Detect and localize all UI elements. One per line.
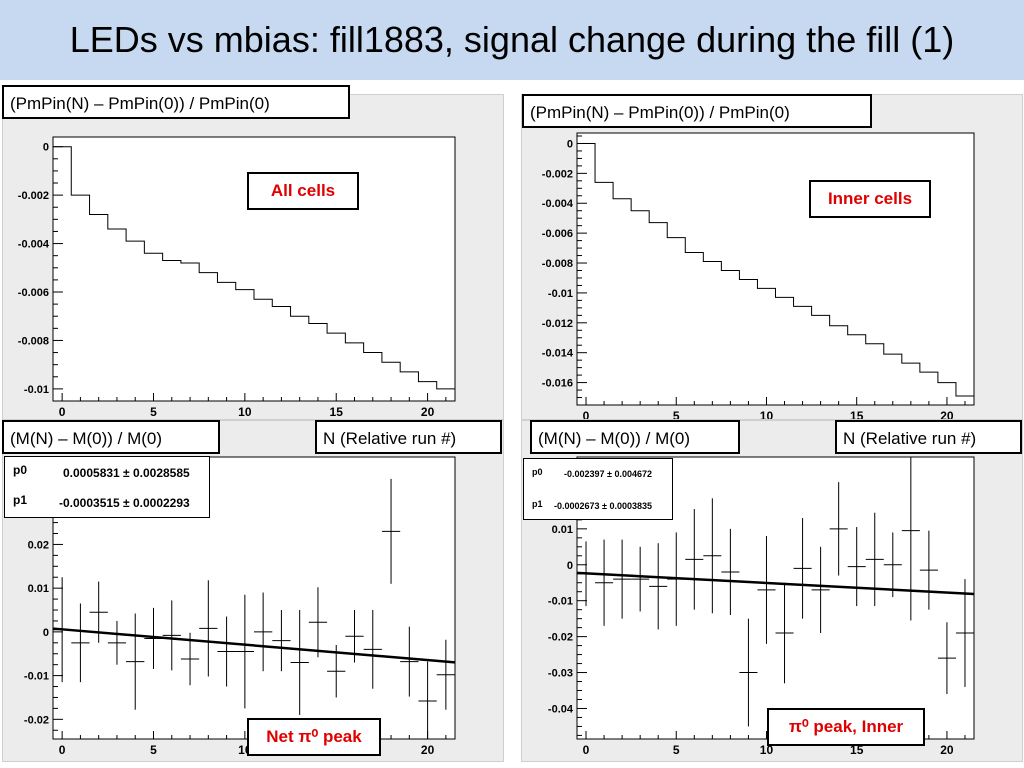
y-tick-label: -0.02 <box>548 632 573 644</box>
inner-cells-label: Inner cells <box>809 180 931 218</box>
y-tick-label: -0.04 <box>548 703 574 715</box>
title-bar <box>0 0 1024 80</box>
x-tick-label: 5 <box>150 743 157 757</box>
x-tick-label: 20 <box>940 743 954 757</box>
fit-p1-value-left: -0.0003515 ± 0.0002293 <box>59 496 190 510</box>
x-tick-label: 0 <box>59 405 66 419</box>
y-tick-label: -0.03 <box>548 668 573 680</box>
fit-line <box>576 571 975 596</box>
title-top-right: (PmPin(N) – PmPin(0)) / PmPin(0) <box>522 94 872 128</box>
y-tick-label: -0.004 <box>542 198 574 210</box>
x-tick-label: 20 <box>421 743 435 757</box>
xaxis-label-left: N (Relative run #) <box>315 420 502 454</box>
y-tick-label: 0.02 <box>28 539 49 551</box>
panel-top-left: 0 5 10 15 20 0 -0.002 -0.004 -0.006 -0.008 -0.01 <box>2 94 504 420</box>
x-tick-label: 0 <box>59 743 66 757</box>
title-top-left: (PmPin(N) – PmPin(0)) / PmPin(0) <box>2 85 350 119</box>
chart-top-left: 0 5 10 15 20 0 -0.002 -0.004 -0.006 -0.008 -0.01 <box>18 136 456 419</box>
x-tick-label: 10 <box>238 405 252 419</box>
fit-p0-label-left: p0 <box>13 463 28 477</box>
panel-top-right: 0 5 10 15 20 0 -0.002 -0.004 -0.006 -0.008 -0.01 -0… <box>521 94 1023 420</box>
y-tick-label: 0 <box>43 142 49 154</box>
slide-title: LEDs vs mbias: fill1883, signal change d… <box>69 19 955 60</box>
y-tick-label: 0.01 <box>28 583 49 595</box>
y-tick-label: 0 <box>567 560 573 572</box>
y-tick-label: 0 <box>43 627 49 639</box>
y-tick-label: -0.002 <box>18 190 49 202</box>
fit-p1-label-right: p1 <box>532 499 543 509</box>
step-histogram <box>576 142 974 405</box>
y-tick-label: -0.008 <box>542 258 573 270</box>
y-tick-label: -0.01 <box>24 671 49 683</box>
y-tick-label: -0.006 <box>18 287 49 299</box>
xaxis-label-right: N (Relative run #) <box>835 420 1022 454</box>
fit-p0-label-right: p0 <box>532 467 543 477</box>
fit-p1-label-left: p1 <box>13 493 28 507</box>
y-tick-label: -0.014 <box>542 348 574 360</box>
fit-line <box>52 627 456 664</box>
pi0-inner-label: π⁰ peak, Inner <box>767 708 925 746</box>
y-tick-label: -0.01 <box>548 288 573 300</box>
y-tick-label: -0.008 <box>18 335 49 347</box>
fit-p0-value-left: 0.0005831 ± 0.0028585 <box>63 466 190 480</box>
x-tick-label: 5 <box>150 405 157 419</box>
y-tick-label: -0.01 <box>548 596 573 608</box>
y-tick-label: -0.012 <box>542 318 573 330</box>
fit-p0-value-right: -0.002397 ± 0.004672 <box>564 469 653 479</box>
title-bottom-left: (M(N) – M(0)) / M(0) <box>2 420 220 454</box>
x-tick-label: 20 <box>421 405 435 419</box>
y-tick-label: 0.01 <box>552 524 573 536</box>
fit-stats-right: p0 -0.002397 ± 0.004672 p1 -0.0002673 ± … <box>523 458 673 520</box>
net-pi0-label: Net π⁰ peak <box>247 718 381 756</box>
x-tick-label: 15 <box>850 743 864 757</box>
step-histogram <box>52 146 455 401</box>
plot-frame <box>576 132 975 406</box>
y-tick-label: -0.006 <box>542 228 573 240</box>
y-tick-label: -0.004 <box>18 239 50 251</box>
x-tick-label: 15 <box>330 405 344 419</box>
fit-p1-value-right: -0.0002673 ± 0.0003835 <box>554 501 653 511</box>
y-tick-label: -0.002 <box>542 168 573 180</box>
y-tick-label: 0 <box>567 138 573 150</box>
x-tick-label: 10 <box>760 409 774 419</box>
title-bottom-right: (M(N) – M(0)) / M(0) <box>530 420 740 454</box>
x-tick-label: 5 <box>673 743 680 757</box>
x-tick-label: 5 <box>673 409 680 419</box>
x-tick-label: 15 <box>850 409 864 419</box>
all-cells-label: All cells <box>247 172 359 210</box>
y-tick-label: -0.01 <box>24 384 49 396</box>
y-tick-label: -0.02 <box>24 714 49 726</box>
x-tick-label: 0 <box>583 743 590 757</box>
y-tick-label: -0.016 <box>542 378 573 390</box>
x-tick-label: 20 <box>940 409 954 419</box>
x-tick-label: 0 <box>583 409 590 419</box>
chart-top-right: 0 5 10 15 20 0 -0.002 -0.004 -0.006 -0.008 -0.01 -0… <box>542 132 975 419</box>
x-tick-label: 10 <box>760 743 774 757</box>
fit-stats-left: p0 0.0005831 ± 0.0028585 p1 -0.0003515 ±… <box>4 456 210 518</box>
